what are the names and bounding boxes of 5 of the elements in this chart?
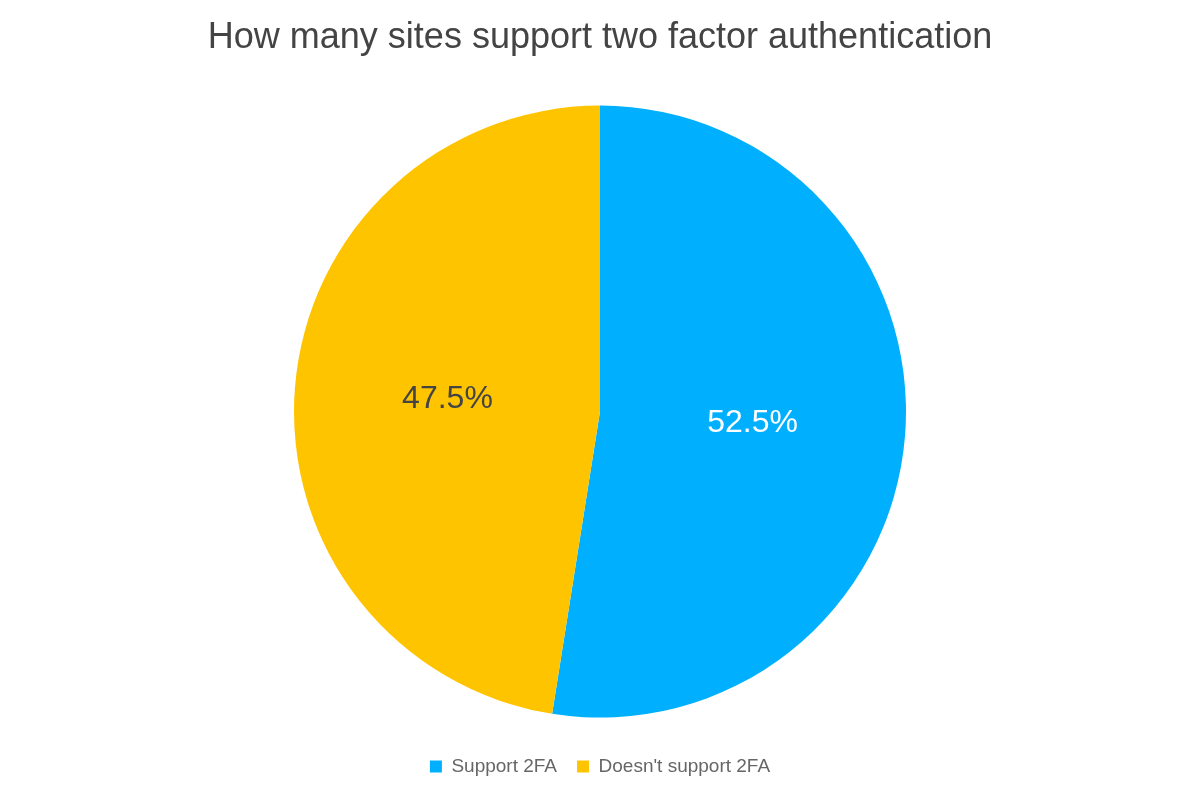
data-label: 52.5% xyxy=(707,403,798,440)
data-label: 47.5% xyxy=(402,379,493,416)
legend-label: Support 2FA xyxy=(451,754,558,776)
chart-title: How many sites support two factor authentication xyxy=(207,14,993,56)
legend-label: Doesn't support 2FA xyxy=(598,754,771,776)
